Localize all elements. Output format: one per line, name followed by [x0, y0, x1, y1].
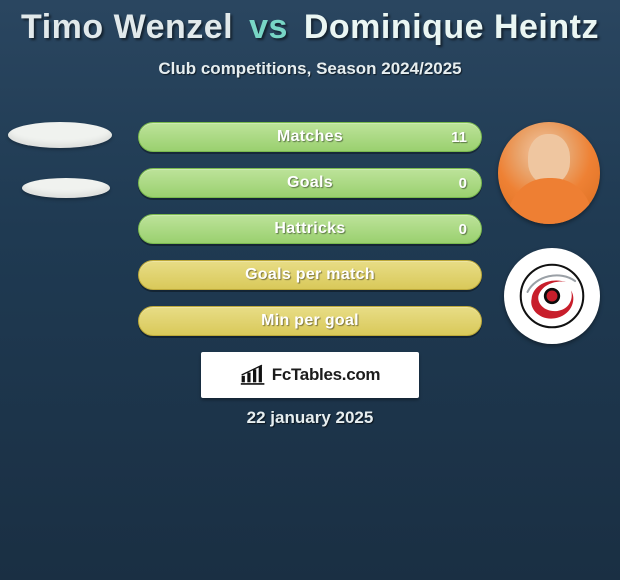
stat-label: Hattricks — [139, 215, 481, 243]
stat-bar-min-per-goal: Min per goal — [138, 306, 482, 336]
stat-bars: Matches 11 Goals 0 Hattricks 0 Goals per… — [138, 122, 482, 352]
player-photo-avatar — [498, 122, 600, 224]
left-placeholder-column — [8, 122, 118, 228]
stat-label: Matches — [139, 123, 481, 151]
stat-value: 0 — [459, 215, 467, 243]
comparison-title: Timo Wenzel vs Dominique Heintz — [0, 0, 620, 47]
stat-bar-matches: Matches 11 — [138, 122, 482, 152]
stat-bar-goals: Goals 0 — [138, 168, 482, 198]
right-avatar-column — [498, 122, 608, 344]
stat-value: 11 — [451, 123, 467, 151]
vs-separator: vs — [243, 8, 294, 46]
stat-value: 0 — [459, 169, 467, 197]
stat-label: Goals — [139, 169, 481, 197]
hurricane-club-badge-icon — [518, 262, 586, 330]
oval-placeholder-icon — [22, 178, 110, 198]
generated-date: 22 january 2025 — [0, 408, 620, 428]
stat-bar-goals-per-match: Goals per match — [138, 260, 482, 290]
bar-chart-icon — [240, 364, 266, 386]
stat-label: Goals per match — [139, 261, 481, 289]
brand-text: FcTables.com — [272, 365, 381, 385]
player1-name: Timo Wenzel — [21, 8, 233, 46]
brand-attribution[interactable]: FcTables.com — [201, 352, 419, 398]
stat-bar-hattricks: Hattricks 0 — [138, 214, 482, 244]
player2-name: Dominique Heintz — [304, 8, 599, 46]
oval-placeholder-icon — [8, 122, 112, 148]
club-badge-avatar — [504, 248, 600, 344]
stat-label: Min per goal — [139, 307, 481, 335]
subtitle: Club competitions, Season 2024/2025 — [0, 59, 620, 79]
